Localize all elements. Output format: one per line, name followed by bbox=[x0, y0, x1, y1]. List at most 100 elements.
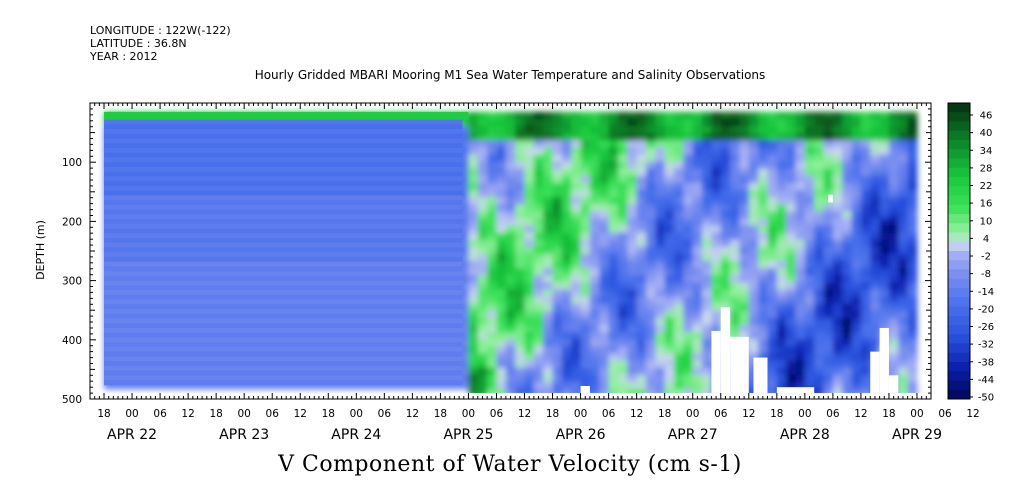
heatmap-cell bbox=[758, 147, 769, 156]
heatmap-cell bbox=[645, 388, 656, 397]
heatmap-cell bbox=[870, 289, 881, 298]
heatmap-cell bbox=[758, 303, 769, 312]
heatmap-cell bbox=[627, 161, 638, 170]
heatmap-cell bbox=[617, 218, 628, 227]
heatmap-cell bbox=[730, 232, 741, 241]
heatmap-cell bbox=[795, 374, 806, 383]
heatmap-cell bbox=[561, 190, 572, 198]
heatmap-cell bbox=[636, 190, 647, 198]
heatmap-cell bbox=[767, 133, 778, 141]
heatmap-cell bbox=[730, 332, 741, 340]
heatmap-cell bbox=[832, 296, 843, 305]
heatmap-cell bbox=[655, 225, 666, 234]
heatmap-cell bbox=[814, 118, 825, 127]
x-date-label: APR 24 bbox=[331, 427, 381, 443]
heatmap-cell bbox=[711, 126, 722, 134]
heatmap-cell bbox=[739, 261, 750, 269]
heatmap-cell bbox=[617, 154, 628, 163]
heatmap-cell bbox=[496, 332, 507, 340]
heatmap-cell bbox=[533, 339, 544, 347]
heatmap-cell bbox=[552, 303, 563, 312]
heatmap-cell bbox=[758, 133, 769, 141]
heatmap-cell bbox=[524, 211, 535, 220]
heatmap-cell bbox=[104, 129, 463, 135]
heatmap-cell bbox=[674, 182, 684, 191]
heatmap-cell bbox=[655, 190, 666, 198]
heatmap-cell bbox=[907, 218, 918, 227]
heatmap-cell bbox=[505, 246, 516, 255]
heatmap-cell bbox=[552, 126, 563, 134]
colorbar-swatch bbox=[948, 362, 970, 372]
heatmap-cell bbox=[879, 168, 890, 177]
heatmap-cell bbox=[543, 268, 554, 276]
heatmap-cell bbox=[692, 161, 703, 170]
heatmap-cell bbox=[842, 374, 853, 383]
heatmap-cell bbox=[636, 303, 647, 312]
heatmap-cell bbox=[907, 168, 918, 177]
heatmap-cell bbox=[683, 232, 694, 241]
heatmap-cell bbox=[393, 381, 404, 390]
heatmap-cell bbox=[674, 339, 684, 347]
heatmap-cell bbox=[888, 140, 899, 148]
heatmap-cell bbox=[720, 289, 731, 298]
heatmap-cell bbox=[524, 161, 535, 170]
heatmap-cell bbox=[683, 282, 694, 291]
heatmap-cell bbox=[104, 214, 463, 220]
x-hour-label: 12 bbox=[854, 408, 867, 420]
heatmap-cell bbox=[589, 147, 600, 156]
heatmap-cell bbox=[524, 175, 535, 184]
heatmap-cell bbox=[515, 275, 526, 283]
x-hour-label: 06 bbox=[153, 408, 167, 420]
y-tick-label: 200 bbox=[62, 216, 82, 228]
heatmap-cell bbox=[664, 218, 675, 227]
heatmap-cell bbox=[636, 367, 647, 376]
heatmap-cell bbox=[281, 381, 292, 390]
heatmap-cell bbox=[552, 190, 563, 198]
heatmap-cell bbox=[487, 190, 498, 198]
heatmap-cell bbox=[870, 332, 881, 340]
heatmap-cell bbox=[702, 218, 712, 227]
heatmap-cell bbox=[692, 190, 703, 198]
heatmap-cell bbox=[599, 126, 610, 134]
heatmap-cell bbox=[505, 289, 516, 298]
heatmap-cell bbox=[767, 218, 778, 227]
x-date-label: APR 28 bbox=[780, 427, 830, 443]
heatmap-cell bbox=[795, 225, 806, 234]
heatmap-cell bbox=[561, 126, 572, 134]
heatmap-cell bbox=[898, 374, 909, 383]
heatmap-cell bbox=[870, 268, 881, 276]
heatmap-cell bbox=[907, 282, 918, 291]
heatmap-cell bbox=[674, 246, 684, 255]
heatmap-cell bbox=[599, 310, 610, 319]
heatmap-cell bbox=[608, 332, 619, 340]
heatmap-cell bbox=[898, 388, 909, 397]
x-hour-label: 18 bbox=[209, 408, 222, 420]
heatmap-cell bbox=[702, 317, 712, 326]
heatmap-cell bbox=[804, 381, 815, 390]
heatmap-cell bbox=[104, 271, 463, 277]
heatmap-cell bbox=[505, 253, 516, 262]
heatmap-cell bbox=[608, 118, 619, 127]
heatmap-cell bbox=[505, 374, 516, 383]
heatmap-cell bbox=[543, 282, 554, 291]
heatmap-cell bbox=[898, 218, 909, 227]
heatmap-cell bbox=[739, 182, 750, 191]
heatmap-cell bbox=[730, 310, 741, 319]
heatmap-cell bbox=[739, 218, 750, 227]
heatmap-cell bbox=[898, 317, 909, 326]
heatmap-cell bbox=[655, 211, 666, 220]
heatmap-cell bbox=[702, 204, 712, 212]
heatmap-cell bbox=[870, 296, 881, 305]
heatmap-cell bbox=[580, 339, 591, 347]
heatmap-cell bbox=[860, 388, 871, 397]
heatmap-cell bbox=[674, 282, 684, 291]
heatmap-cell bbox=[496, 261, 507, 269]
heatmap-cell bbox=[907, 381, 918, 390]
heatmap-cell bbox=[645, 154, 656, 163]
heatmap-cell bbox=[655, 140, 666, 148]
heatmap-cell bbox=[524, 289, 535, 298]
heatmap-cell bbox=[104, 237, 463, 244]
heatmap-cell bbox=[487, 154, 498, 163]
heatmap-cell bbox=[748, 317, 759, 326]
heatmap-cell bbox=[888, 204, 899, 212]
